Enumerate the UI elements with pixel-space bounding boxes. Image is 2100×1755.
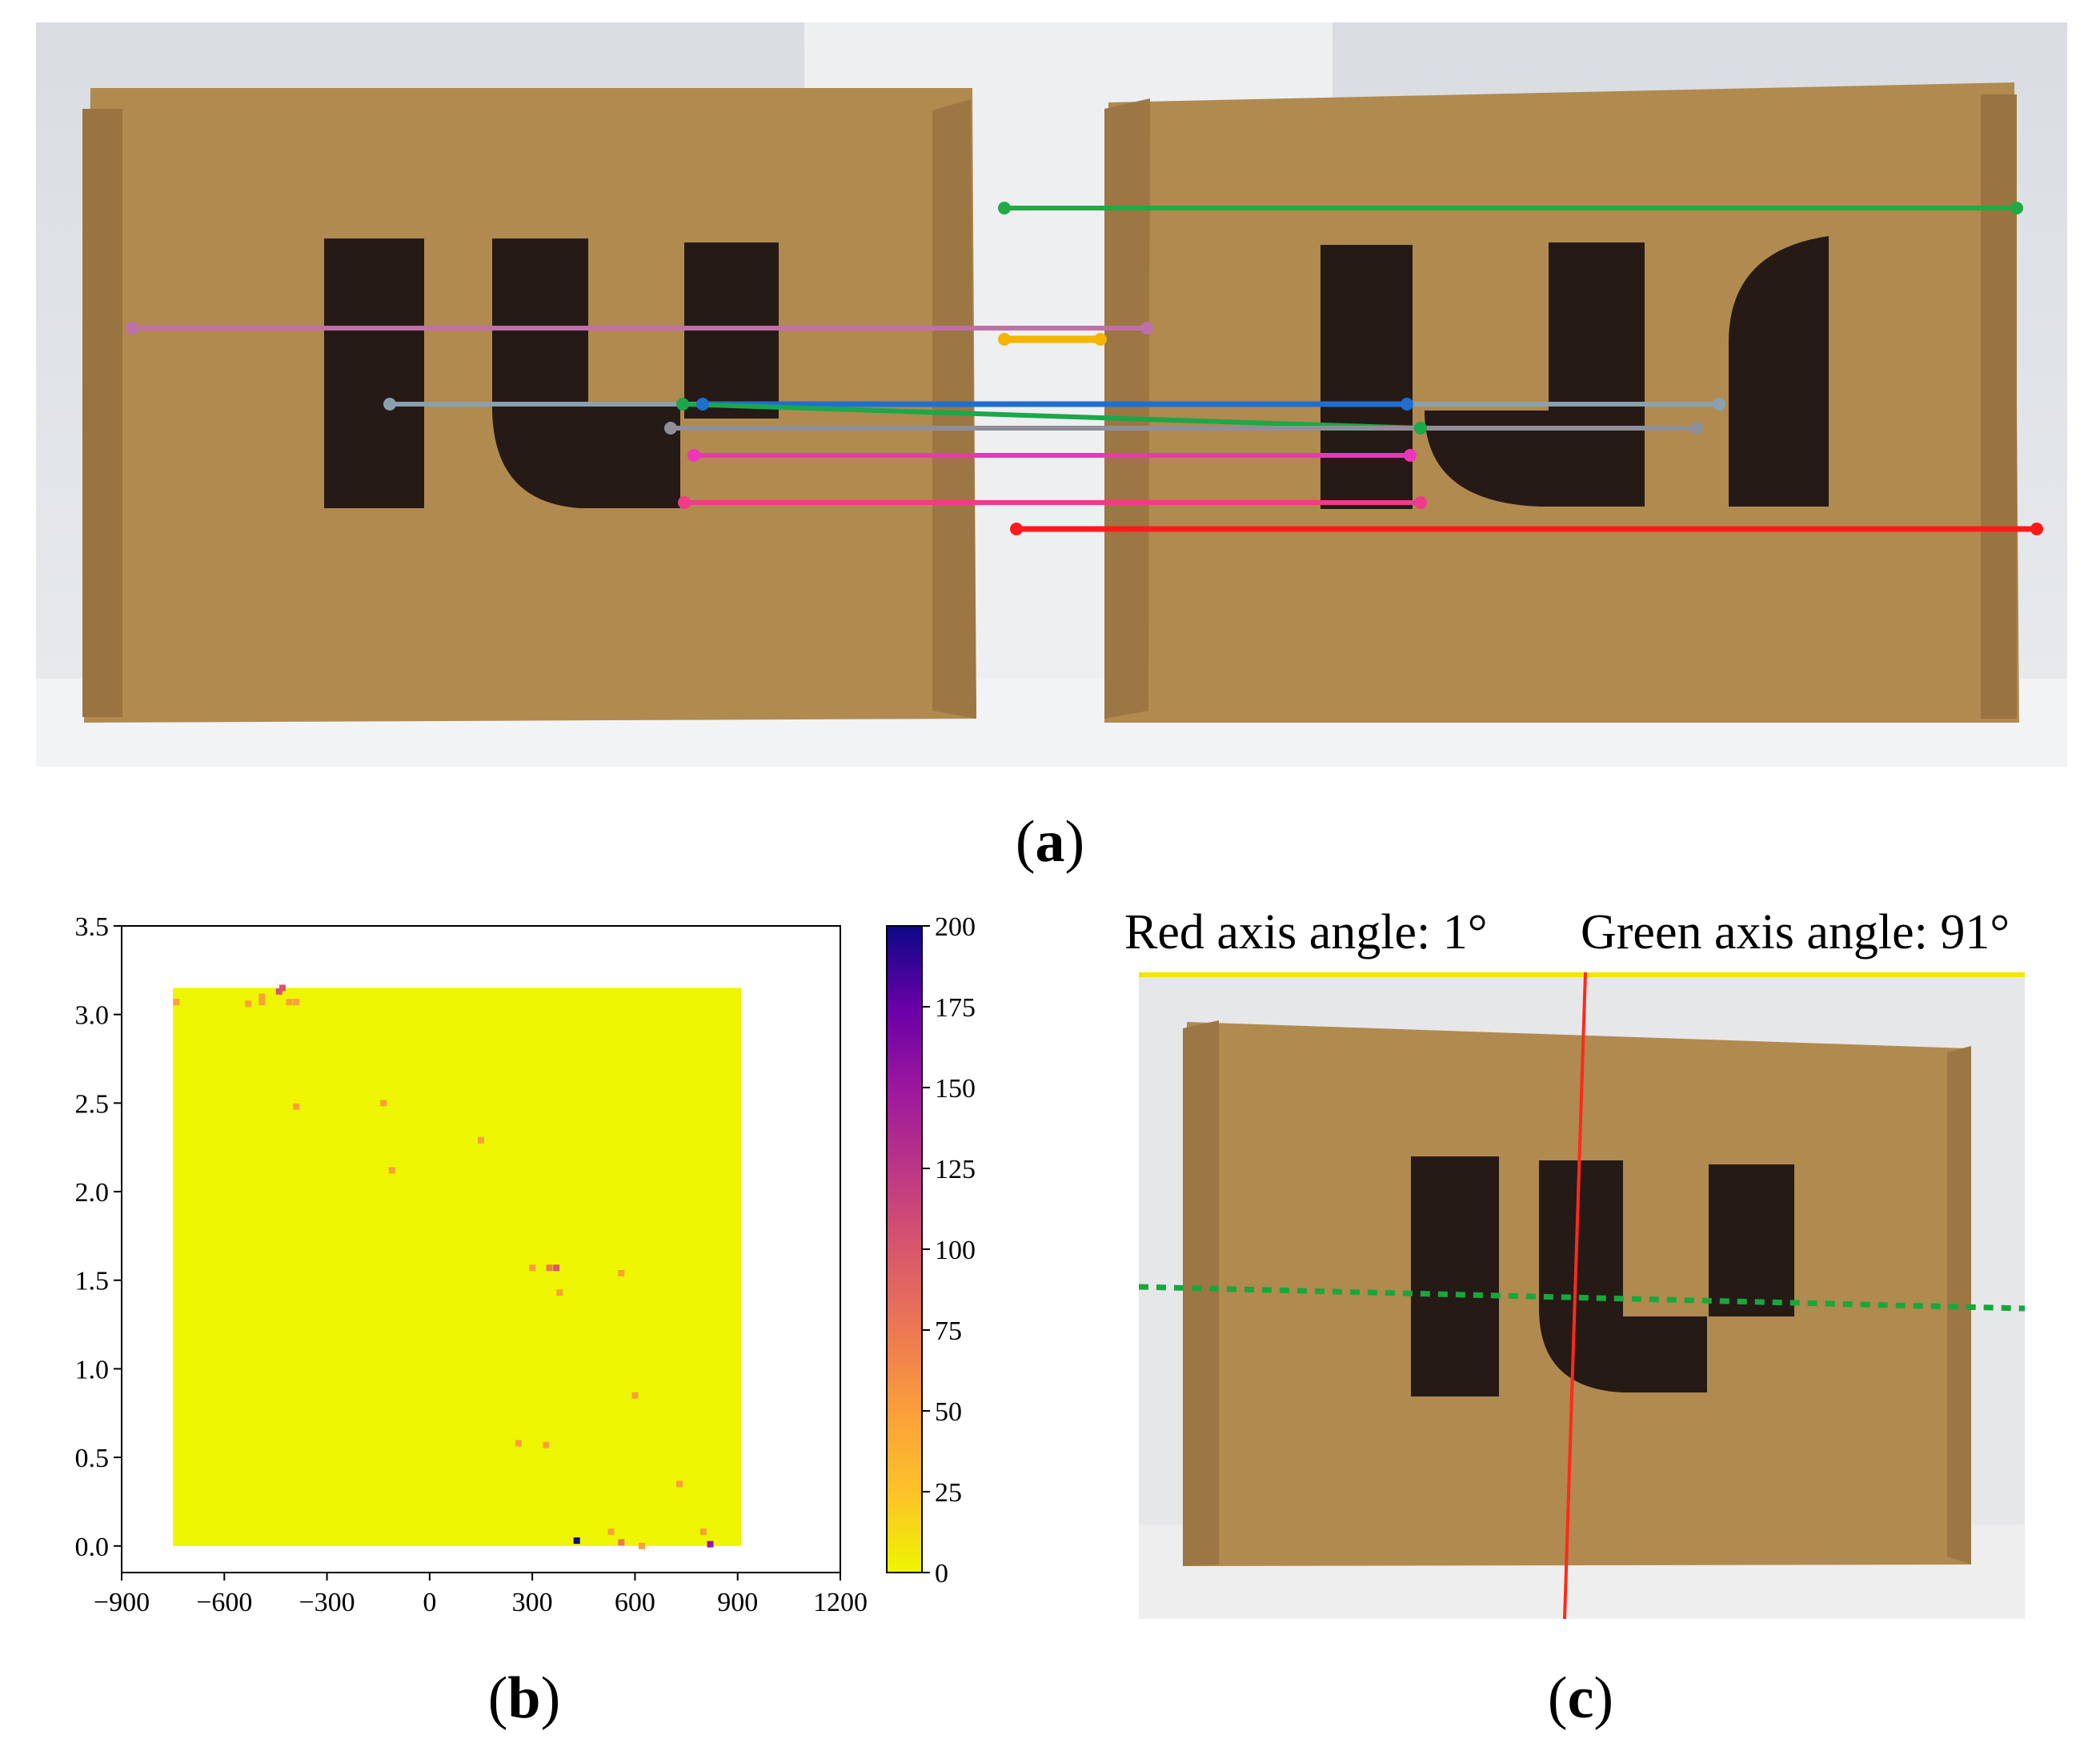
x-tick-label: −900 [94,1588,150,1617]
y-tick-label: 1.0 [75,1355,110,1384]
stereo-box-image [36,22,2067,767]
heatmap-cell [279,984,286,992]
panel-b-chart: −900 −600 −300 0 300 600 900 1200 0.0 0.5 1.0 1.5 2… [48,900,1008,1645]
heatmap-cell [478,1136,484,1144]
panel-a-image [36,22,2067,767]
heatmap-cell [543,1441,550,1448]
heatmap-cell [293,999,300,1006]
y-tick-label: 3.5 [75,912,110,942]
heatmap-cell [699,1529,707,1536]
heatmap-cell [258,999,266,1006]
heatmap-region [173,988,741,1546]
red-axis-angle-text: Red axis angle: 1° [1124,905,1488,960]
logo-block [1709,1164,1794,1316]
feature-matches [132,206,2037,532]
heatmap-cell [618,1539,625,1546]
x-tick-label: 600 [615,1588,655,1617]
match-points [126,202,2043,535]
box [1183,1020,1971,1566]
heatmap-cell [553,1264,560,1272]
heatmap-cell [618,1269,625,1276]
y-tick-label: 2.5 [75,1089,110,1119]
heatmap-cell [607,1529,615,1536]
y-tick-label: 0.5 [75,1444,110,1473]
heatmap-cell [293,1103,300,1110]
colorbar-tick-label: 0 [935,1559,948,1589]
colorbar-tick-label: 25 [935,1478,962,1508]
x-tick-label: 900 [717,1588,758,1617]
colorbar-tick-label: 150 [935,1074,976,1104]
right-logo-block [1321,245,1413,509]
plot-area [121,925,841,1573]
y-tick-label: 2.0 [75,1178,110,1208]
plot-border [121,925,841,1573]
x-tick-label: 0 [423,1588,436,1617]
colorbar-gradient [886,925,923,1573]
y-tick-label: 0.0 [75,1533,110,1562]
y-tick-label: 3.0 [75,1001,110,1031]
heatmap-cell [515,1440,523,1447]
heatmap-cell [388,1167,395,1174]
panel-a-label: (a) [1015,809,1085,875]
y-tick-label: 1.5 [75,1267,110,1296]
colorbar: 0 25 50 75 100 125 150 175 200 [886,912,976,1589]
y-axis: 0.0 0.5 1.0 1.5 2.0 2.5 3.0 3.5 [75,912,122,1562]
heatmap-cell [173,999,180,1006]
heatmap-cell [707,1541,714,1548]
panel-c-image [1138,972,2026,1620]
heatmap-cell [258,993,266,1000]
heatmap-cell [286,999,293,1006]
heatmap-cell [275,988,283,995]
heatmap-cell [380,1100,387,1107]
colorbar-tick-label: 50 [935,1397,962,1427]
colorbar-tick-label: 125 [935,1155,976,1184]
heatmap-chart: −900 −600 −300 0 300 600 900 1200 0.0 0.5 1.0 1.5 2… [75,912,976,1617]
green-axis-angle-text: Green axis angle: 91° [1581,905,2010,960]
heatmap-cell [546,1264,553,1272]
right-logo-bar [1729,236,1829,507]
x-tick-label: −600 [196,1588,252,1617]
colorbar-tick-label: 175 [935,993,976,1023]
heatmap-cell [573,1537,580,1545]
colorbar-tick-label: 75 [935,1316,962,1346]
heatmap-cell [245,1000,252,1008]
heatmap-cell [556,1289,563,1296]
right-logo-u [1425,242,1645,507]
x-axis: −900 −600 −300 0 300 600 900 1200 [94,1573,868,1617]
match-line [682,402,1421,431]
axis-estimation-image [1138,972,2026,1620]
heatmap-cell [529,1264,536,1272]
panel-c-label: (c) [1547,1665,1614,1731]
heatmap-cell [638,1542,645,1549]
heatmap-cell [631,1392,639,1399]
x-tick-label: 300 [512,1588,553,1617]
green-axis-line [1138,1284,2026,1312]
heatmap-cell [676,1481,683,1488]
logo-u [1539,1160,1707,1392]
colorbar-tick-label: 200 [935,912,976,942]
x-tick-label: −300 [299,1588,355,1617]
panel-b-label: (b) [487,1665,561,1731]
colorbar-tick-label: 100 [935,1236,976,1265]
yellow-border [1139,972,2025,977]
left-logo-u [492,238,680,508]
x-tick-label: 1200 [813,1588,868,1617]
red-axis-line [1563,972,1587,1620]
